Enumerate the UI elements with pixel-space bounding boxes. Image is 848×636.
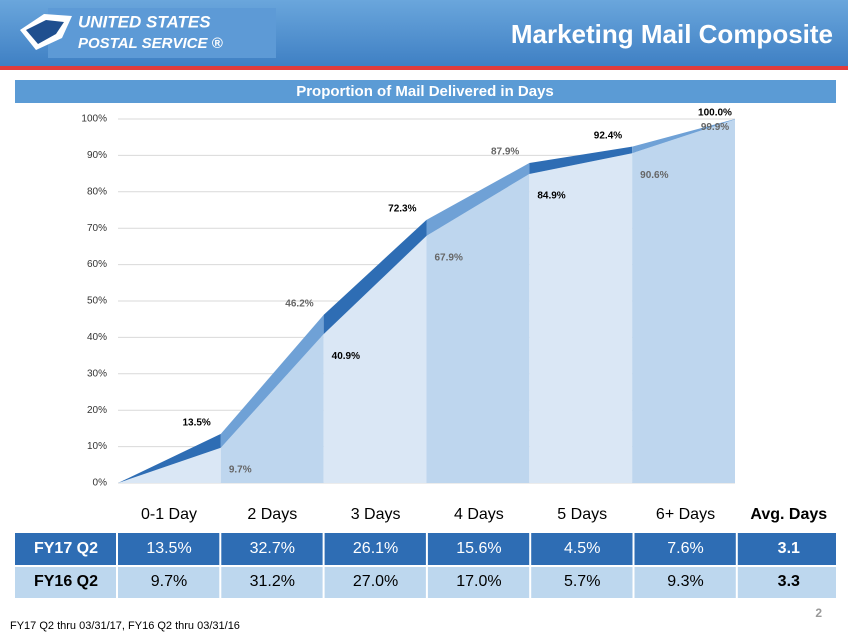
table-cell: 9.7%: [151, 573, 187, 590]
logo-text: POSTAL SERVICE ®: [78, 35, 224, 52]
table-header: Avg. Days: [750, 506, 827, 523]
band-segment: [220, 314, 324, 448]
table-header: 6+ Days: [656, 506, 715, 523]
table-cell: 26.1%: [353, 540, 398, 557]
y-tick-label: 10%: [87, 441, 107, 452]
data-label: 40.9%: [332, 351, 360, 362]
footer-note: FY17 Q2 thru 03/31/17, FY16 Q2 thru 03/3…: [10, 620, 240, 632]
table-header: 2 Days: [247, 506, 297, 523]
area-segment: [118, 447, 221, 483]
data-label: 67.9%: [435, 252, 463, 263]
data-label: 9.7%: [229, 464, 252, 475]
chart-title-bar: [15, 80, 836, 103]
table-row-bg: [15, 567, 836, 598]
area-segment: [323, 235, 427, 483]
y-tick-label: 100%: [81, 114, 107, 125]
data-label: 84.9%: [537, 191, 565, 202]
band-segment: [426, 163, 530, 236]
table-header: 4 Days: [454, 506, 504, 523]
band-segment: [529, 146, 633, 174]
band-segment: [632, 119, 735, 154]
y-tick-label: 90%: [87, 150, 107, 161]
area-segment: [632, 119, 735, 483]
page-number: 2: [815, 606, 822, 620]
chart-title: Proportion of Mail Delivered in Days: [296, 83, 554, 100]
band-segment: [118, 433, 221, 483]
table-header: 3 Days: [351, 506, 401, 523]
y-tick-label: 0%: [93, 478, 108, 489]
header-rule: [0, 66, 848, 70]
slide-title: Marketing Mail Composite: [511, 19, 833, 49]
table-cell: 3.3: [778, 573, 800, 590]
y-tick-label: 30%: [87, 368, 107, 379]
table-cell: 27.0%: [353, 573, 398, 590]
table-cell: 31.2%: [250, 573, 295, 590]
data-label: 72.3%: [388, 203, 416, 214]
data-label: 100.0%: [698, 108, 732, 119]
band-segment: [323, 219, 427, 335]
y-tick-label: 70%: [87, 223, 107, 234]
logo-box: [48, 8, 276, 58]
table-cell: 9.3%: [667, 573, 703, 590]
logo-eagle-inner: [26, 20, 64, 44]
row-label: FY17 Q2: [34, 540, 98, 557]
table-header: 0-1 Day: [141, 506, 197, 523]
table-cell: 15.6%: [456, 540, 501, 557]
y-tick-label: 20%: [87, 405, 107, 416]
y-tick-label: 40%: [87, 332, 107, 343]
table-cell: 32.7%: [250, 540, 295, 557]
table-cell: 3.1: [778, 540, 800, 557]
logo-text: UNITED STATES: [78, 12, 211, 31]
area-segment: [529, 153, 633, 483]
data-label: 90.6%: [640, 170, 668, 181]
data-label: 46.2%: [285, 298, 313, 309]
y-tick-label: 50%: [87, 296, 107, 307]
table-cell: 5.7%: [564, 573, 600, 590]
data-label: 99.9%: [701, 122, 729, 133]
data-label: 13.5%: [182, 418, 210, 429]
table-cell: 4.5%: [564, 540, 600, 557]
table-header: 5 Days: [557, 506, 607, 523]
y-tick-label: 80%: [87, 186, 107, 197]
row-label: FY16 Q2: [34, 573, 98, 590]
y-tick-label: 60%: [87, 259, 107, 270]
area-segment: [220, 334, 324, 483]
data-label: 92.4%: [594, 130, 622, 141]
table-cell: 7.6%: [667, 540, 703, 557]
table-cell: 17.0%: [456, 573, 501, 590]
area-segment: [426, 173, 530, 484]
data-label: 87.9%: [491, 147, 519, 158]
table-cell: 13.5%: [146, 540, 191, 557]
table-row-bg: [15, 533, 836, 565]
